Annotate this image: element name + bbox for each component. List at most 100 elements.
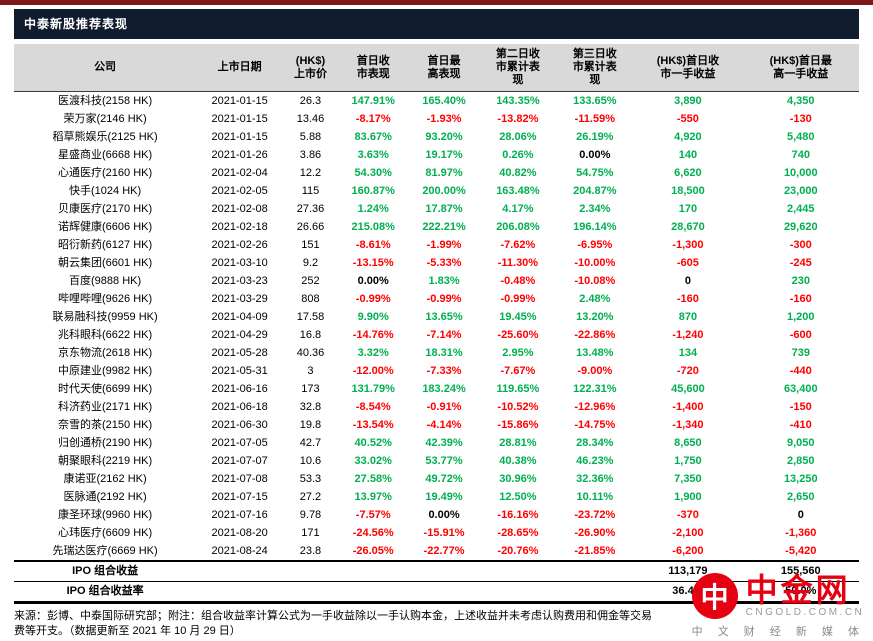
cell-d3_cum: -10.08% — [574, 275, 616, 287]
cell-d1_high: -1.93% — [426, 113, 462, 125]
cell-d1_close_profit: -6,200 — [672, 545, 704, 557]
cell-d1_close: 147.91% — [351, 95, 395, 107]
cell-list_date: 2021-08-20 — [211, 527, 268, 539]
cell-d1_close_profit: 1,900 — [674, 491, 702, 503]
summary-cell-d1_high_profit: 50.0% — [742, 581, 859, 604]
cell-list_date: 2021-04-09 — [211, 311, 268, 323]
cell-list_date: 2021-07-05 — [211, 437, 268, 449]
cell-list_date: 2021-04-29 — [211, 329, 268, 341]
cell-d1_close_profit: -605 — [676, 257, 699, 269]
table-row: 归创通桥(2190 HK) 2021-07-05 42.7 40.52% 42.39% 2… — [14, 434, 859, 452]
cell-company: 医渡科技(2158 HK) — [58, 95, 153, 107]
cell-d2_cum: -15.86% — [497, 419, 539, 431]
cell-company: 荣万家(2146 HK) — [63, 113, 147, 125]
cell-d1_high_profit: 0 — [797, 509, 804, 521]
cell-d1_close_profit: 28,670 — [671, 221, 705, 233]
cell-d1_high: 49.72% — [425, 473, 463, 485]
cell-list_date: 2021-02-04 — [211, 167, 268, 179]
cell-d1_high: 200.00% — [422, 185, 466, 197]
cell-d1_close_profit: 4,920 — [674, 131, 702, 143]
cngold-logo-icon: 中 — [691, 573, 738, 619]
cell-d3_cum: 13.48% — [576, 347, 614, 359]
cell-list_date: 2021-05-28 — [211, 347, 268, 359]
cell-d1_high_profit: 10,000 — [783, 167, 818, 179]
cell-d3_cum: 10.11% — [576, 491, 614, 503]
column-header-d1_close: 首日收 市表现 — [337, 44, 409, 92]
cell-d1_close: -14.76% — [352, 329, 394, 341]
cell-d1_high_profit: 2,850 — [787, 455, 815, 467]
table-row: 京东物流(2618 HK) 2021-05-28 40.36 3.32% 18.31% 2… — [14, 344, 859, 362]
cell-d1_high_profit: -150 — [789, 401, 812, 413]
cell-d1_close: -13.54% — [352, 419, 394, 431]
cell-list_price: 252 — [301, 275, 320, 287]
cell-d1_close_profit: 870 — [678, 311, 698, 323]
cell-d2_cum: 40.82% — [499, 167, 537, 179]
cell-list_date: 2021-05-31 — [211, 365, 268, 377]
cell-d1_high_profit: -5,420 — [785, 545, 817, 557]
cell-d1_close: -7.57% — [355, 509, 391, 521]
cell-d1_high: 19.49% — [425, 491, 463, 503]
cell-company: 贝康医疗(2170 HK) — [58, 203, 153, 215]
cell-list_price: 17.58 — [296, 311, 325, 323]
cell-d1_high_profit: -160 — [789, 293, 812, 305]
cell-list_date: 2021-03-23 — [211, 275, 268, 287]
cngold-tagline: 中 文 财 经 新 媒 体 — [691, 626, 865, 638]
cell-d1_high_profit: -245 — [789, 257, 812, 269]
cngold-watermark: 中 中金网 CNGOLD.COM.CN 中 文 财 经 新 媒 体 — [691, 572, 865, 639]
cell-company: 医脉通(2192 HK) — [63, 491, 147, 503]
cell-d1_high_profit: 5,480 — [787, 131, 815, 143]
cell-d2_cum: -0.48% — [500, 275, 536, 287]
cell-d1_close: -8.54% — [355, 401, 391, 413]
table-row: 稻草熊娱乐(2125 HK) 2021-01-15 5.88 83.67% 93.20%… — [14, 128, 859, 146]
cell-d3_cum: 26.19% — [576, 131, 614, 143]
cell-list_price: 27.2 — [299, 491, 322, 503]
cell-company: 诺辉健康(6606 HK) — [58, 221, 153, 233]
table-row: 先瑞达医疗(6669 HK) 2021-08-24 23.8 -26.05% -22.7… — [14, 542, 859, 561]
cell-d3_cum: 133.65% — [573, 95, 617, 107]
cell-d1_close: 40.52% — [354, 437, 392, 449]
cell-d1_high_profit: 63,400 — [783, 383, 818, 395]
cell-d2_cum: -25.60% — [497, 329, 539, 341]
cell-company: 康诺亚(2162 HK) — [63, 473, 147, 485]
cell-list_date: 2021-02-18 — [211, 221, 268, 233]
cell-company: 科济药业(2171 HK) — [58, 401, 153, 413]
cell-d1_close_profit: 1,750 — [674, 455, 702, 467]
cell-d1_close: 160.87% — [351, 185, 395, 197]
cell-d1_close_profit: 140 — [678, 149, 698, 161]
cell-d1_close: -8.61% — [355, 239, 391, 251]
cell-d3_cum: -6.95% — [577, 239, 613, 251]
table-row: 百度(9888 HK) 2021-03-23 252 0.00% 1.83% -0.48%… — [14, 272, 859, 290]
cell-list_date: 2021-01-15 — [211, 113, 268, 125]
cell-d1_close_profit: -720 — [676, 365, 699, 377]
cell-d3_cum: -23.72% — [574, 509, 616, 521]
cell-d1_high: -7.33% — [426, 365, 462, 377]
cngold-brand-name: 中金网 — [745, 572, 851, 608]
summary-cell-d3_cum — [556, 581, 634, 604]
table-header: 公司 上市日期 (HK$) 上市价 首日收 市表现 首日最 高表现 第二日收 市累计表 现… — [14, 44, 859, 92]
cell-d1_high_profit: -130 — [789, 113, 812, 125]
cell-d3_cum: 122.31% — [573, 383, 617, 395]
cell-d1_high_profit: 29,620 — [783, 221, 818, 233]
cell-d3_cum: 0.00% — [579, 149, 611, 161]
cell-list_date: 2021-03-29 — [211, 293, 268, 305]
cell-list_date: 2021-06-18 — [211, 401, 268, 413]
summary-cell-d2_cum — [479, 560, 557, 582]
cell-d1_close_profit: 7,350 — [674, 473, 702, 485]
table-row: 联易融科技(9959 HK) 2021-04-09 17.58 9.90% 13.65%… — [14, 308, 859, 326]
summary-cell-d1_high — [408, 581, 480, 604]
table-row: 心玮医疗(6609 HK) 2021-08-20 171 -24.56% -15.91%… — [14, 524, 859, 542]
cell-company: 联易融科技(9959 HK) — [52, 311, 158, 323]
column-header-list_price: (HK$) 上市价 — [283, 44, 338, 92]
table-row: 康圣环球(9960 HK) 2021-07-16 9.78 -7.57% 0.00% -1… — [14, 506, 859, 524]
report-title-bar: 中泰新股推荐表现 — [14, 9, 859, 39]
cell-list_price: 53.3 — [299, 473, 322, 485]
cell-company: 康圣环球(9960 HK) — [58, 509, 153, 521]
column-header-d1_close_profit: (HK$)首日收 市一手收益 — [633, 44, 743, 92]
report-title: 中泰新股推荐表现 — [24, 17, 129, 31]
column-header-company: 公司 — [14, 44, 197, 92]
summary-row: IPO 组合收益率 36.4% 50.0% — [14, 581, 859, 604]
cell-d1_close_profit: 18,500 — [671, 185, 705, 197]
cell-d1_close_profit: 45,600 — [671, 383, 705, 395]
cell-company: 时代天使(6699 HK) — [58, 383, 153, 395]
cell-d1_close: 215.08% — [351, 221, 395, 233]
